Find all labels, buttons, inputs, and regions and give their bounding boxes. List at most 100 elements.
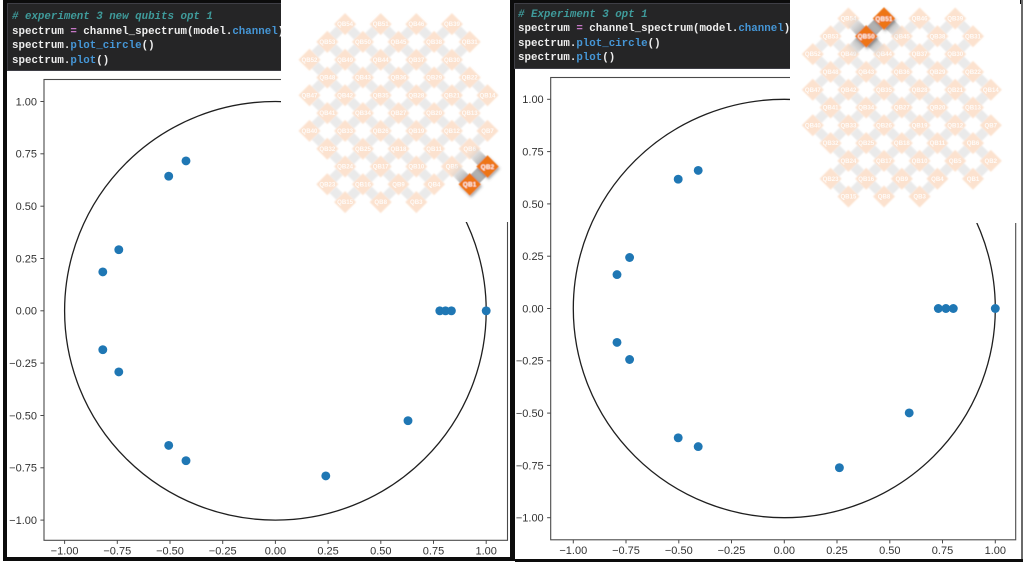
svg-text:0.00: 0.00	[774, 545, 795, 557]
svg-text:QB54: QB54	[337, 21, 354, 28]
svg-text:QB3: QB3	[410, 199, 423, 206]
svg-text:QB38: QB38	[426, 39, 443, 46]
svg-text:QB15: QB15	[840, 194, 857, 201]
svg-text:QB36: QB36	[391, 75, 408, 82]
svg-text:0.50: 0.50	[879, 545, 900, 557]
svg-text:QB23: QB23	[823, 176, 840, 183]
svg-text:QB42: QB42	[337, 92, 354, 99]
svg-text:QB38: QB38	[929, 33, 946, 40]
svg-text:QB31: QB31	[965, 33, 982, 40]
svg-text:−0.50: −0.50	[665, 545, 693, 557]
svg-text:QB50: QB50	[355, 39, 372, 46]
svg-text:QB17: QB17	[373, 164, 390, 171]
svg-text:QB53: QB53	[319, 39, 336, 46]
svg-text:QB12: QB12	[947, 122, 964, 129]
svg-text:QB7: QB7	[985, 122, 998, 129]
svg-text:−1.00: −1.00	[559, 545, 587, 557]
svg-text:QB18: QB18	[391, 146, 408, 153]
svg-text:QB49: QB49	[337, 57, 354, 64]
svg-text:QB26: QB26	[373, 128, 390, 135]
svg-text:−0.25: −0.25	[516, 356, 544, 368]
svg-text:QB34: QB34	[355, 110, 372, 117]
svg-text:QB13: QB13	[965, 105, 982, 112]
svg-text:QB19: QB19	[912, 122, 929, 129]
svg-text:QB43: QB43	[355, 75, 372, 82]
svg-text:1.00: 1.00	[985, 545, 1006, 557]
svg-text:QB20: QB20	[929, 105, 946, 112]
svg-text:−0.75: −0.75	[516, 460, 544, 472]
svg-text:QB52: QB52	[805, 51, 822, 58]
svg-text:0.50: 0.50	[16, 201, 37, 213]
svg-text:QB40: QB40	[805, 122, 822, 129]
svg-text:QB48: QB48	[319, 75, 336, 82]
svg-text:QB16: QB16	[355, 181, 372, 188]
svg-text:QB29: QB29	[929, 69, 946, 76]
svg-text:QB41: QB41	[823, 105, 840, 112]
svg-text:1.00: 1.00	[16, 96, 37, 108]
svg-text:QB35: QB35	[876, 87, 893, 94]
svg-text:QB50: QB50	[858, 34, 876, 41]
svg-text:QB6: QB6	[967, 140, 980, 147]
svg-text:QB17: QB17	[876, 158, 893, 165]
svg-text:QB13: QB13	[462, 110, 479, 117]
svg-text:−0.25: −0.25	[9, 358, 37, 370]
svg-text:QB12: QB12	[444, 128, 461, 135]
svg-text:QB10: QB10	[912, 158, 929, 165]
svg-text:QB35: QB35	[373, 92, 390, 99]
svg-text:0.25: 0.25	[16, 253, 37, 265]
svg-text:QB45: QB45	[391, 39, 408, 46]
svg-text:QB9: QB9	[392, 181, 405, 188]
svg-text:QB20: QB20	[426, 110, 443, 117]
svg-text:QB31: QB31	[462, 39, 479, 46]
svg-text:QB25: QB25	[355, 146, 372, 153]
svg-text:QB40: QB40	[302, 128, 319, 135]
svg-text:QB47: QB47	[302, 92, 319, 99]
svg-text:QB25: QB25	[858, 140, 875, 147]
svg-text:QB33: QB33	[337, 128, 354, 135]
svg-text:QB4: QB4	[931, 176, 944, 183]
svg-text:QB7: QB7	[481, 128, 494, 135]
svg-text:−0.75: −0.75	[103, 546, 131, 558]
svg-text:QB11: QB11	[426, 146, 442, 153]
svg-text:QB52: QB52	[302, 57, 319, 64]
svg-text:QB32: QB32	[319, 146, 336, 153]
svg-text:QB2: QB2	[985, 158, 998, 165]
svg-text:QB21: QB21	[947, 87, 964, 94]
svg-text:QB18: QB18	[894, 140, 911, 147]
svg-text:QB4: QB4	[428, 181, 441, 188]
svg-text:QB8: QB8	[878, 194, 891, 201]
svg-text:QB37: QB37	[912, 51, 929, 58]
svg-text:QB28: QB28	[408, 92, 425, 99]
svg-text:QB48: QB48	[823, 69, 840, 76]
svg-text:QB21: QB21	[444, 92, 461, 99]
svg-text:QB14: QB14	[480, 92, 497, 99]
svg-text:QB10: QB10	[408, 164, 425, 171]
svg-text:QB49: QB49	[840, 51, 857, 58]
svg-text:QB2: QB2	[481, 164, 495, 171]
svg-text:QB37: QB37	[408, 57, 425, 64]
svg-text:QB39: QB39	[444, 21, 461, 28]
svg-text:0.25: 0.25	[522, 251, 543, 263]
svg-text:QB36: QB36	[894, 69, 911, 76]
svg-text:QB24: QB24	[337, 164, 354, 171]
svg-text:0.25: 0.25	[826, 545, 847, 557]
svg-text:QB28: QB28	[912, 87, 929, 94]
svg-text:QB44: QB44	[876, 51, 893, 58]
svg-text:0.25: 0.25	[317, 546, 338, 558]
svg-text:QB51: QB51	[875, 16, 893, 23]
svg-text:−0.25: −0.25	[718, 545, 746, 557]
svg-text:0.50: 0.50	[370, 546, 391, 558]
svg-text:−0.50: −0.50	[9, 410, 37, 422]
svg-text:QB3: QB3	[913, 194, 926, 201]
svg-text:QB46: QB46	[912, 16, 929, 23]
svg-text:QB46: QB46	[408, 21, 425, 28]
svg-text:QB53: QB53	[823, 33, 840, 40]
svg-text:QB30: QB30	[947, 51, 964, 58]
svg-text:QB39: QB39	[947, 16, 964, 23]
svg-text:0.75: 0.75	[932, 545, 953, 557]
svg-text:QB44: QB44	[373, 57, 390, 64]
svg-text:−0.75: −0.75	[9, 463, 37, 475]
svg-text:QB14: QB14	[983, 87, 1000, 94]
svg-text:QB47: QB47	[805, 87, 822, 94]
svg-text:QB1: QB1	[967, 176, 980, 183]
